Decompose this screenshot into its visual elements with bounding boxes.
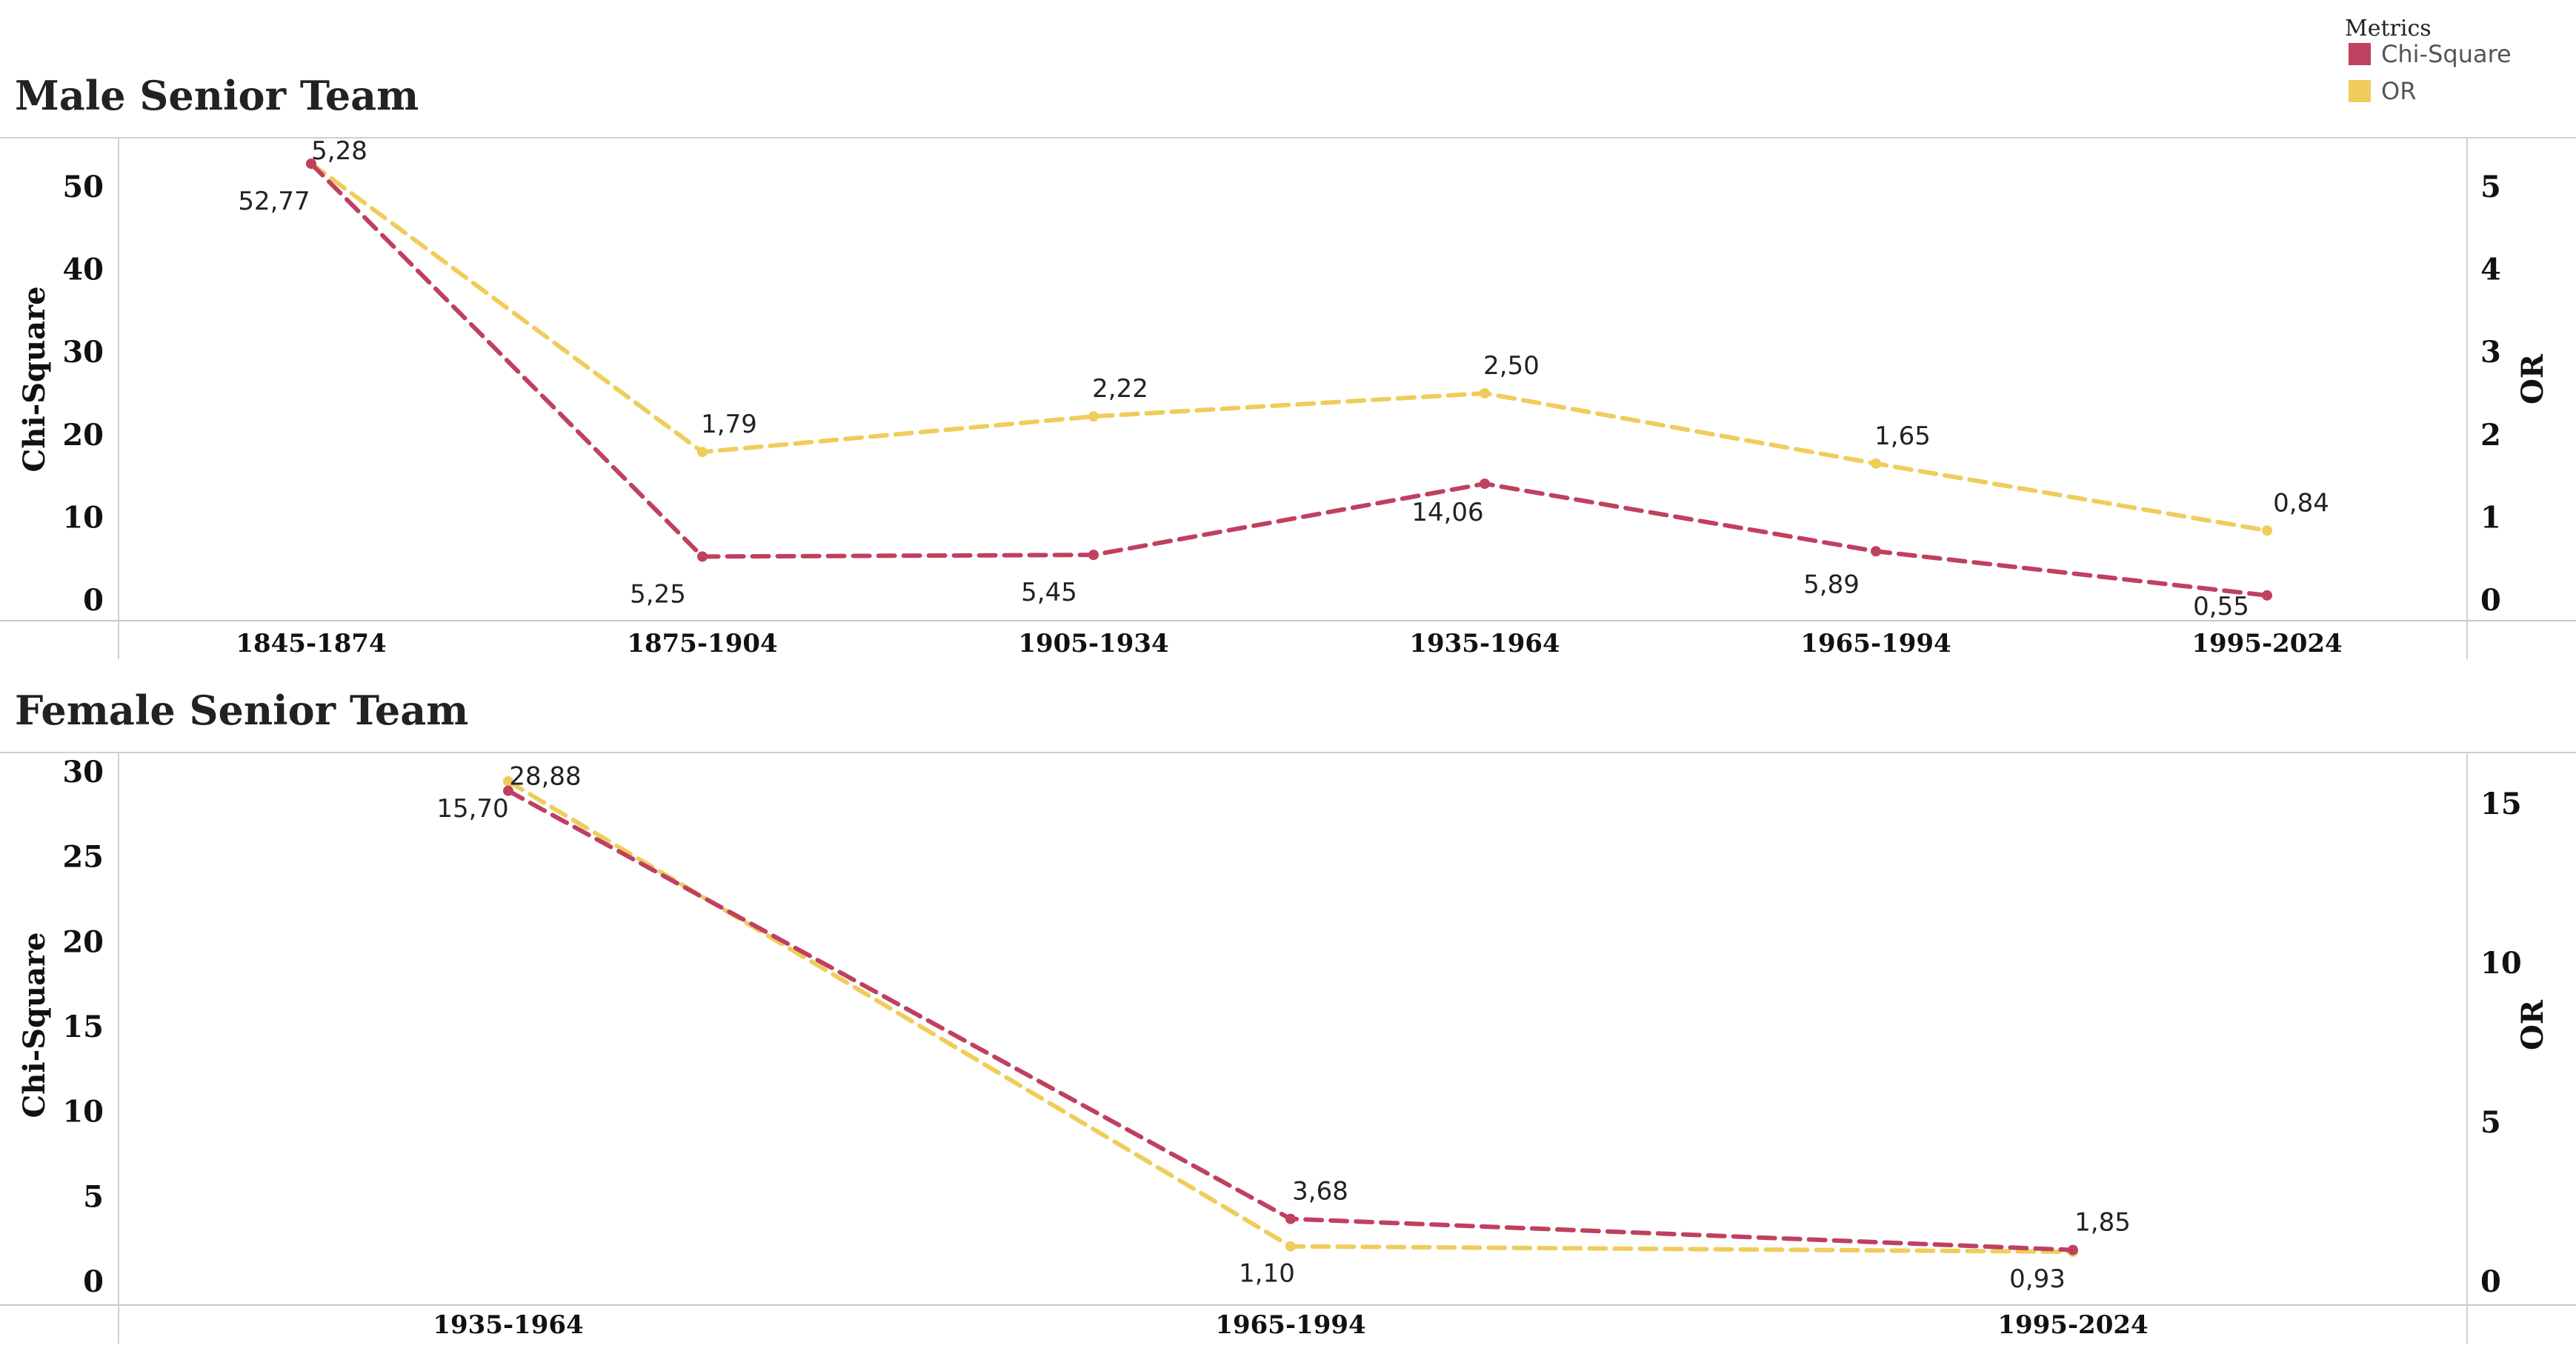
y2-tick-label: 0 — [2480, 583, 2501, 618]
x-tick-label-1845-1874: 1845-1874 — [236, 629, 386, 658]
series-line-chi-square — [506, 788, 2075, 1252]
data-label-or: 1,79 — [701, 410, 757, 439]
data-label-chi-square: 52,77 — [238, 187, 310, 216]
data-point-or — [1480, 388, 1490, 398]
y-tick-label: 20 — [62, 418, 104, 453]
y-tick-label: 15 — [62, 1010, 104, 1044]
y2-tick-label: 5 — [2480, 170, 2501, 204]
y-tick-label: 5 — [83, 1179, 104, 1214]
data-point-chi-square — [1871, 546, 1881, 557]
legend-swatch-chi-square — [2349, 43, 2371, 65]
data-point-or — [697, 447, 708, 458]
y2-tick-label: 10 — [2480, 946, 2522, 981]
x-tick-label-1935-1964: 1935-1964 — [433, 1310, 583, 1340]
y-tick-label: 10 — [62, 500, 104, 535]
series-line-or — [506, 778, 2075, 1255]
y2-tick-label: 2 — [2480, 418, 2501, 453]
data-point-chi-square — [2262, 590, 2272, 601]
data-label-chi-square: 5,25 — [630, 579, 686, 609]
x-tick-label-1965-1994: 1965-1994 — [1800, 629, 1951, 658]
data-label-or: 1,10 — [1239, 1259, 1295, 1289]
y-axis-title: Chi-Square — [17, 286, 52, 472]
data-label-chi-square: 3,68 — [1292, 1177, 1348, 1207]
data-label-chi-square: 0,55 — [2193, 592, 2249, 621]
y2-axis-title: OR — [2515, 999, 2550, 1050]
x-tick-label-1935-1964: 1935-1964 — [1409, 629, 1560, 658]
data-label-or: 1,65 — [1874, 421, 1931, 451]
data-label-or: 0,84 — [2273, 488, 2329, 518]
x-tick-label-1995-2024: 1995-2024 — [1997, 1310, 2148, 1340]
data-point-or — [1088, 411, 1099, 422]
legend-label-chi-square: Chi-Square — [2381, 40, 2512, 68]
data-point-chi-square — [306, 159, 316, 170]
x-tick-label-1905-1934: 1905-1934 — [1018, 629, 1168, 658]
data-point-chi-square — [503, 785, 513, 796]
y2-tick-label: 4 — [2480, 253, 2501, 287]
y2-tick-label: 5 — [2480, 1105, 2501, 1140]
data-point-or — [1871, 458, 1881, 469]
y-tick-label: 25 — [62, 840, 104, 875]
legend-label-or: OR — [2381, 77, 2416, 105]
data-label-chi-square: 28,88 — [509, 762, 581, 792]
y2-tick-label: 1 — [2480, 500, 2501, 535]
data-point-chi-square — [1480, 478, 1490, 490]
y2-tick-label: 3 — [2480, 335, 2501, 370]
data-point-chi-square — [1088, 550, 1099, 561]
x-tick-label-1965-1994: 1965-1994 — [1215, 1310, 1365, 1340]
legend-title: Metrics — [2345, 16, 2432, 41]
y-tick-label: 30 — [62, 755, 104, 790]
y-tick-label: 30 — [62, 335, 104, 370]
chart-title: Male Senior Team — [15, 72, 419, 119]
chart-title: Female Senior Team — [15, 687, 468, 734]
y-tick-label: 0 — [83, 1264, 104, 1299]
y-tick-label: 10 — [62, 1095, 104, 1130]
data-label-or: 2,22 — [1092, 374, 1148, 404]
data-label-chi-square: 14,06 — [1411, 498, 1483, 527]
x-tick-label-1875-1904: 1875-1904 — [627, 629, 777, 658]
data-label-chi-square: 1,85 — [2074, 1208, 2131, 1238]
data-label-chi-square: 5,45 — [1021, 578, 1077, 607]
data-label-or: 5,28 — [311, 136, 367, 166]
series-line-or — [309, 161, 2269, 533]
data-label-chi-square: 5,89 — [1803, 570, 1860, 599]
y-axis-title: Chi-Square — [17, 932, 52, 1118]
y-tick-label: 20 — [62, 924, 104, 959]
data-label-or: 15,70 — [436, 794, 508, 824]
chart-panel-female-senior-team: Female Senior Team 0 5 10 15 20 25 30 0 5 10 15 Chi-… — [0, 687, 2576, 1344]
y-tick-label: 40 — [62, 253, 104, 287]
data-point-chi-square — [697, 551, 708, 562]
x-tick-label-1995-2024: 1995-2024 — [2191, 629, 2342, 658]
data-point-or — [1285, 1241, 1296, 1252]
series-line-chi-square — [309, 161, 2269, 598]
data-point-chi-square — [1285, 1213, 1296, 1224]
y2-tick-label: 15 — [2480, 787, 2522, 821]
data-label-or: 2,50 — [1483, 351, 1540, 381]
y-tick-label: 50 — [62, 170, 104, 204]
legend-swatch-or — [2349, 80, 2371, 102]
chart-panel-male-senior-team: Male Senior Team 0 10 20 30 40 50 0 1 2 3 4 5 Chi-Squ… — [0, 72, 2576, 659]
y2-axis-title: OR — [2515, 353, 2550, 404]
y2-tick-label: 0 — [2480, 1264, 2501, 1299]
y-tick-label: 0 — [83, 583, 104, 618]
data-point-or — [503, 775, 513, 787]
data-label-or: 0,93 — [2009, 1264, 2066, 1294]
data-point-or — [2262, 525, 2272, 536]
data-point-chi-square — [2068, 1244, 2078, 1255]
